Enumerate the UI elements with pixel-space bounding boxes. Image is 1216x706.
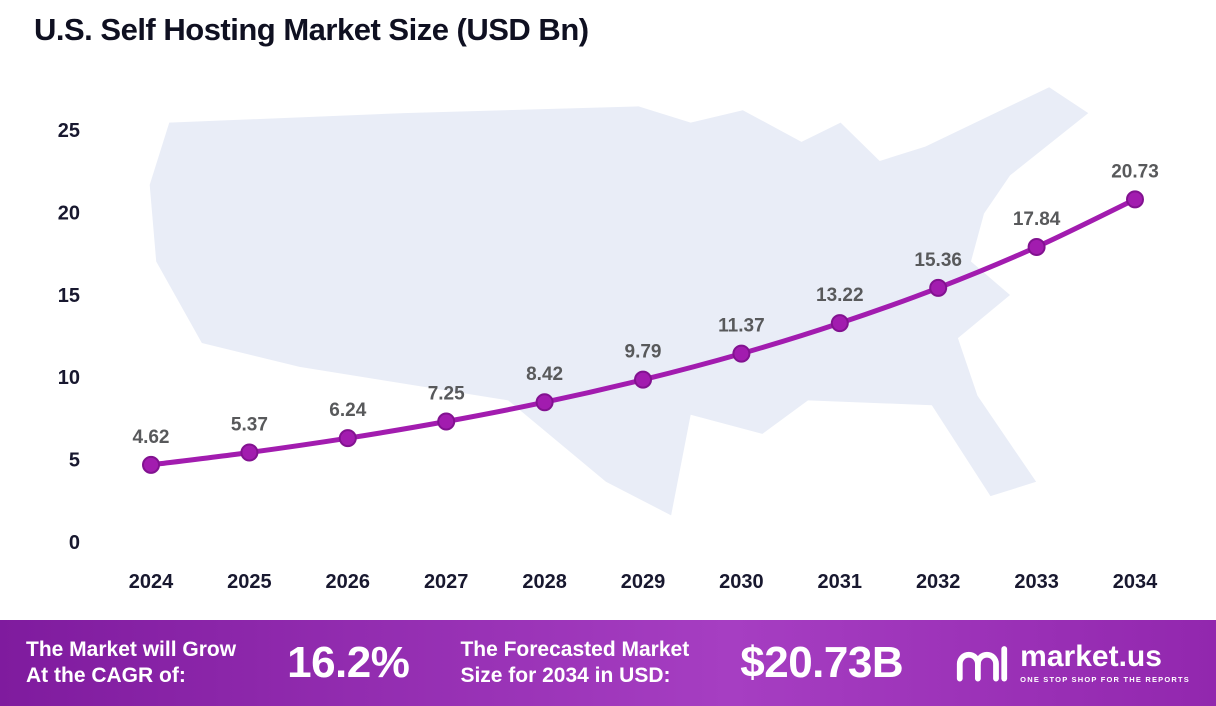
x-axis-tick-label: 2029 — [621, 571, 666, 593]
x-axis-tick-label: 2025 — [227, 571, 272, 593]
forecast-label-line2: Size for 2034 in USD: — [460, 664, 671, 687]
data-point-marker — [437, 412, 456, 431]
data-point-label: 8.42 — [526, 364, 563, 385]
forecast-label-line1: The Forecasted Market — [460, 637, 690, 661]
y-axis-tick-label: 25 — [58, 120, 80, 142]
y-axis-tick-label: 15 — [58, 285, 80, 307]
data-point-marker — [142, 455, 160, 474]
x-axis-tick-label: 2024 — [129, 571, 174, 593]
data-point-marker — [929, 278, 948, 297]
data-point-label: 4.62 — [133, 427, 170, 448]
data-point-label: 9.79 — [625, 342, 662, 363]
data-point-marker — [830, 314, 849, 333]
cagr-label-line1: The Market will Grow — [26, 637, 237, 661]
y-axis-tick-label: 5 — [69, 450, 80, 472]
x-axis-tick-label: 2027 — [424, 571, 469, 593]
data-point-marker — [240, 443, 259, 462]
x-axis-tick-label: 2034 — [1113, 571, 1158, 593]
us-map-background — [149, 87, 1089, 516]
cagr-value: 16.2% — [287, 638, 410, 687]
data-point-marker — [634, 370, 652, 389]
data-point-label: 15.36 — [914, 250, 962, 271]
x-axis-tick-label: 2026 — [326, 571, 371, 593]
brand-lockup: market.us ONE STOP SHOP FOR THE REPORTS — [954, 638, 1190, 688]
data-point-label: 13.22 — [816, 285, 864, 306]
forecast-value: $20.73B — [740, 638, 904, 687]
data-point-label: 7.25 — [428, 384, 465, 405]
cagr-label: The Market will Grow At the CAGR of: — [26, 637, 236, 690]
data-point-marker — [338, 429, 357, 448]
x-axis-tick-label: 2032 — [916, 571, 961, 593]
chart-title: U.S. Self Hosting Market Size (USD Bn) — [34, 12, 589, 47]
x-axis-tick-label: 2028 — [522, 571, 567, 593]
x-axis-tick-label: 2033 — [1014, 571, 1059, 593]
brand-text: market.us ONE STOP SHOP FOR THE REPORTS — [1020, 642, 1190, 684]
data-point-label: 20.73 — [1111, 161, 1159, 182]
forecast-label: The Forecasted Market Size for 2034 in U… — [460, 637, 689, 690]
x-axis-tick-label: 2031 — [818, 571, 863, 593]
data-point-marker — [1126, 190, 1144, 209]
data-point-marker — [732, 344, 751, 363]
data-point-marker — [535, 393, 554, 412]
y-axis-tick-label: 20 — [58, 202, 80, 224]
brand-name: market.us — [1020, 640, 1162, 674]
data-point-label: 11.37 — [718, 316, 765, 337]
series-line — [148, 196, 1138, 468]
data-point-label: 6.24 — [329, 400, 366, 421]
cagr-label-line2: At the CAGR of: — [26, 664, 186, 687]
y-axis-tick-label: 0 — [69, 532, 80, 554]
x-axis-tick-label: 2030 — [719, 571, 764, 593]
y-axis-tick-label: 10 — [58, 367, 80, 389]
data-point-label: 17.84 — [1013, 209, 1061, 230]
us-map-shape — [149, 87, 1089, 516]
footer-banner: The Market will Grow At the CAGR of: 16.… — [0, 620, 1216, 706]
data-point-label: 5.37 — [231, 415, 268, 436]
data-point-marker — [1027, 237, 1046, 256]
brand-tagline: ONE STOP SHOP FOR THE REPORTS — [1020, 675, 1190, 685]
market-us-logo-icon — [957, 646, 1008, 682]
